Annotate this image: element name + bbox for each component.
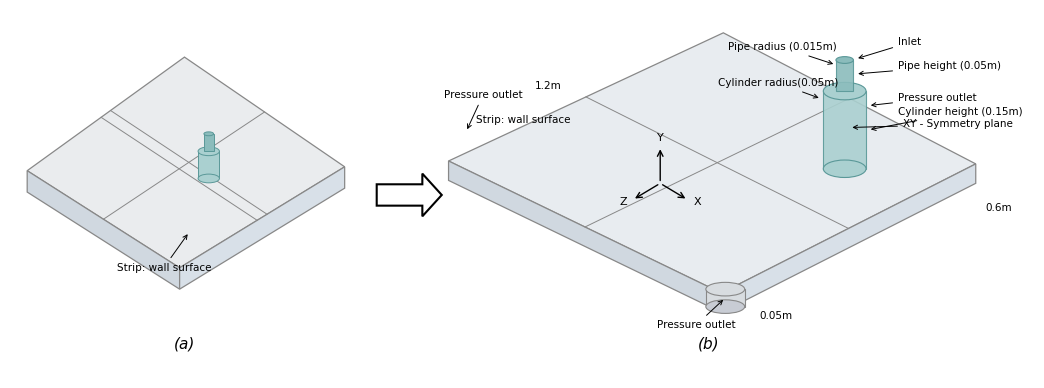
- Text: (a): (a): [173, 336, 195, 351]
- Polygon shape: [721, 164, 976, 312]
- Text: Pressure outlet: Pressure outlet: [444, 90, 522, 128]
- Text: Pipe radius (0.015m): Pipe radius (0.015m): [728, 42, 837, 64]
- Text: Pipe height (0.05m): Pipe height (0.05m): [859, 61, 1001, 75]
- Ellipse shape: [706, 300, 744, 314]
- Text: 0.05m: 0.05m: [759, 311, 792, 321]
- Polygon shape: [836, 60, 853, 91]
- Text: XY - Symmetry plane: XY - Symmetry plane: [853, 120, 1013, 130]
- Text: Inlet: Inlet: [859, 38, 921, 59]
- Text: Cylinder height (0.15m): Cylinder height (0.15m): [872, 107, 1023, 130]
- Text: Pressure outlet: Pressure outlet: [872, 93, 977, 107]
- Polygon shape: [198, 151, 219, 178]
- Ellipse shape: [836, 57, 853, 63]
- Polygon shape: [27, 57, 345, 268]
- Text: Strip: wall surface: Strip: wall surface: [476, 115, 570, 125]
- Polygon shape: [706, 289, 744, 307]
- Ellipse shape: [204, 132, 214, 136]
- Text: Cylinder radius(0.05m): Cylinder radius(0.05m): [718, 78, 838, 98]
- Text: Z: Z: [619, 197, 626, 207]
- Polygon shape: [204, 134, 214, 151]
- Text: X: X: [693, 197, 702, 207]
- Text: Pressure outlet: Pressure outlet: [657, 301, 735, 330]
- Text: 1.2m: 1.2m: [536, 81, 562, 91]
- Ellipse shape: [198, 174, 219, 183]
- Ellipse shape: [824, 160, 867, 177]
- Polygon shape: [824, 91, 867, 169]
- Text: Y: Y: [657, 133, 664, 142]
- Polygon shape: [449, 33, 976, 293]
- Text: Strip: wall surface: Strip: wall surface: [117, 235, 211, 273]
- Text: 0.6m: 0.6m: [986, 203, 1012, 213]
- Polygon shape: [377, 173, 442, 217]
- Ellipse shape: [198, 147, 219, 156]
- Ellipse shape: [824, 82, 867, 100]
- Polygon shape: [449, 161, 721, 312]
- Polygon shape: [180, 167, 345, 289]
- Ellipse shape: [706, 282, 744, 296]
- Text: (b): (b): [698, 336, 719, 351]
- Polygon shape: [27, 171, 180, 289]
